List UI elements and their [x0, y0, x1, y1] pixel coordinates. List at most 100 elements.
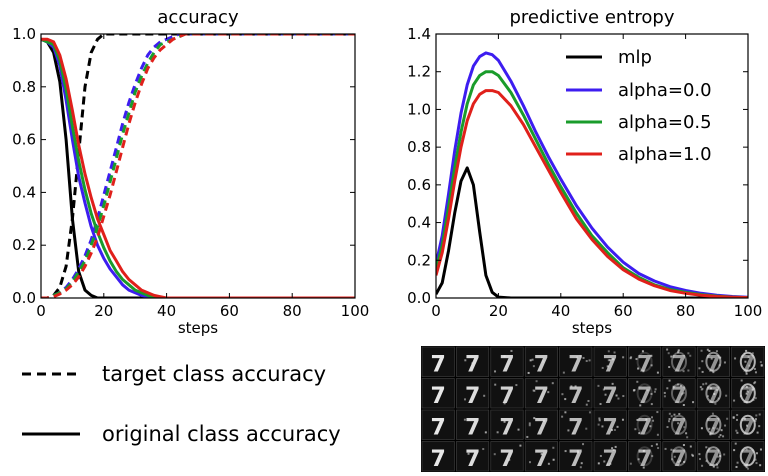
noise-speck	[716, 466, 719, 469]
noise-speck	[755, 452, 758, 455]
noise-speck	[552, 446, 555, 449]
distortion-loop	[671, 414, 687, 435]
noise-speck	[604, 393, 607, 396]
digit-cell: 7	[524, 378, 558, 409]
entropy-ytick-label: 1.2	[407, 63, 431, 81]
digit-image-grid: 7 7 7 7 7 7 7 7 7 77 7 7 7 7 7 7 7 7 77 7 7 7 7 7 7 7 7 77 7 7 7 7 7 7 7 7 7	[421, 346, 765, 472]
entropy-ticks: 0 20 40 60 80 100 0.0 0.2 0.4 0.6 0.8 1.0 1.2 1.4	[407, 25, 762, 320]
digit-glyph: 7	[465, 416, 480, 441]
digit-cell-bg	[421, 409, 455, 440]
noise-speck	[686, 436, 689, 439]
digit-cell-bg	[490, 441, 524, 472]
noise-speck	[698, 458, 701, 461]
accuracy-series	[41, 34, 355, 298]
digit-cell: 7	[628, 378, 662, 409]
digit-cell: 7	[662, 378, 696, 409]
digit-cell: 7	[421, 378, 455, 409]
legend-label-mlp: mlp	[618, 47, 652, 68]
noise-speck	[467, 452, 470, 455]
noise-speck	[671, 458, 674, 461]
noise-speck	[579, 466, 582, 469]
distortion-loop	[636, 414, 653, 435]
digit-glyph: 7	[671, 416, 686, 441]
entropy-legend: mlp alpha=0.0 alpha=0.5 alpha=1.0	[566, 47, 712, 165]
noise-speck	[759, 448, 762, 451]
digit-cell: 7	[696, 409, 730, 441]
digit-cell-bg	[524, 346, 558, 377]
noise-speck	[471, 362, 474, 365]
noise-speck	[547, 391, 550, 394]
noise-speck	[656, 371, 659, 374]
noise-speck	[673, 413, 676, 416]
noise-speck	[599, 402, 602, 405]
noise-speck	[533, 417, 536, 420]
noise-speck	[527, 371, 530, 374]
noise-speck	[636, 380, 639, 383]
noise-speck	[668, 418, 671, 421]
noise-speck	[601, 425, 604, 428]
noise-speck	[646, 389, 649, 392]
noise-speck	[743, 417, 746, 420]
digit-cell-bg	[490, 409, 524, 440]
noise-speck	[656, 411, 659, 414]
digit-cell: 7	[731, 441, 765, 472]
accuracy-series-line-mlp-original	[41, 37, 355, 298]
digit-cell: 7	[456, 441, 490, 472]
noise-speck	[562, 371, 565, 374]
digit-cell-bg	[593, 378, 627, 409]
digit-glyph: 7	[534, 447, 549, 472]
noise-speck	[736, 418, 739, 421]
noise-speck	[689, 445, 692, 448]
noise-speck	[698, 367, 701, 370]
accuracy-ytick-label: 0.2	[12, 236, 36, 254]
noise-speck	[576, 356, 579, 359]
noise-speck	[588, 359, 591, 362]
noise-speck	[567, 429, 570, 432]
noise-speck	[649, 425, 652, 428]
noise-speck	[755, 462, 758, 465]
digit-cell-bg	[421, 378, 455, 409]
digit-cell: 7	[593, 346, 627, 378]
noise-speck	[622, 356, 625, 359]
noise-speck	[670, 448, 673, 451]
digit-cell: 7	[490, 441, 524, 472]
noise-speck	[755, 414, 758, 417]
distortion-loop	[739, 414, 756, 435]
noise-speck	[602, 388, 605, 391]
noise-speck	[526, 435, 529, 438]
noise-speck	[735, 465, 738, 468]
noise-speck	[692, 401, 695, 404]
solid-line-label: original class accuracy	[102, 422, 341, 446]
digit-glyph: 7	[603, 384, 618, 409]
noise-speck	[758, 425, 761, 428]
noise-speck	[751, 352, 754, 355]
noise-speck	[722, 435, 725, 438]
noise-speck	[708, 427, 711, 430]
digit-glyph: 7	[499, 384, 514, 409]
noise-speck	[616, 425, 619, 428]
noise-speck	[667, 352, 670, 355]
noise-speck	[650, 403, 653, 406]
digit-cell: 7	[421, 346, 455, 378]
digit-cell-bg	[593, 441, 627, 472]
noise-speck	[677, 460, 680, 463]
noise-speck	[754, 381, 757, 384]
noise-speck	[687, 352, 690, 355]
digit-glyph: 7	[603, 416, 618, 441]
noise-speck	[656, 433, 659, 436]
digit-glyph: 7	[740, 416, 755, 441]
noise-speck	[700, 349, 703, 352]
noise-speck	[633, 389, 636, 392]
noise-speck	[564, 450, 567, 453]
digit-cell: 7	[421, 409, 455, 441]
noise-speck	[494, 370, 497, 373]
entropy-xlabel: steps	[572, 319, 612, 337]
noise-speck	[577, 451, 580, 454]
entropy-series	[436, 51, 748, 298]
noise-speck	[745, 392, 748, 395]
digit-cell-bg	[559, 346, 593, 377]
noise-speck	[598, 417, 601, 420]
noise-speck	[698, 453, 701, 456]
accuracy-xtick-label: 100	[341, 302, 370, 320]
